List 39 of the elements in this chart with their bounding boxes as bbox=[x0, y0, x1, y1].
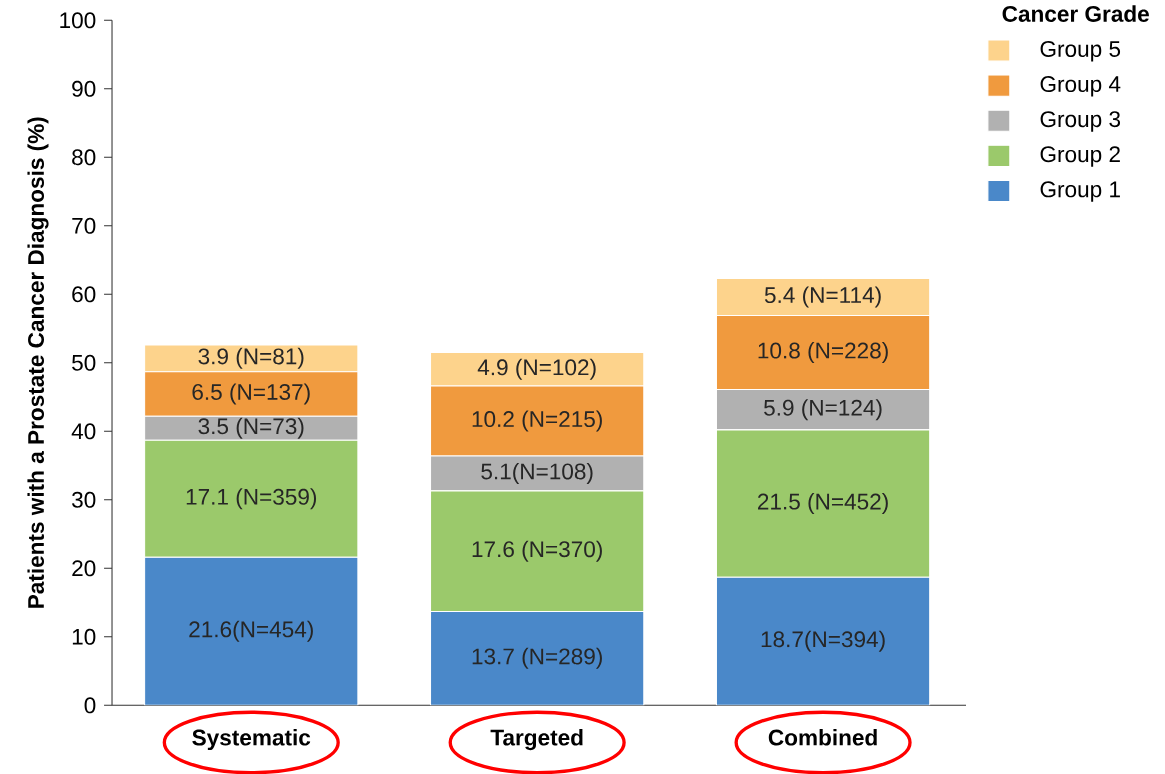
data-label: 3.5 (N=73) bbox=[198, 417, 304, 439]
data-label: 10.8 (N=228) bbox=[758, 341, 888, 363]
x-tick-label: Targeted bbox=[490, 728, 583, 750]
y-tick-label: 60 bbox=[72, 286, 96, 303]
y-tick-label: 30 bbox=[71, 491, 96, 508]
x-tick-label: Combined bbox=[768, 728, 877, 746]
y-tick-label: 100 bbox=[60, 12, 96, 29]
y-tick-label: 80 bbox=[72, 149, 96, 166]
y-tick-label: 40 bbox=[71, 423, 96, 440]
y-tick-label: 70 bbox=[72, 217, 96, 234]
bar bbox=[429, 610, 645, 706]
bar bbox=[715, 576, 931, 706]
x-tick-label: Systematic bbox=[192, 728, 311, 750]
data-label: 13.7 (N=289) bbox=[472, 647, 602, 669]
y-axis-title: Patients with a Prostate Cancer Diagnosis (%) bbox=[27, 117, 49, 608]
legend-label: Group 5 bbox=[1040, 40, 1121, 62]
y-tick-label: 50 bbox=[72, 354, 96, 371]
legend-label: Group 4 bbox=[1040, 75, 1121, 97]
y-tick-label: 90 bbox=[72, 80, 96, 97]
y-tick-label: 0 bbox=[84, 697, 96, 714]
data-label: 5.9 (N=124) bbox=[764, 399, 882, 421]
data-label: 10.2 (N=215) bbox=[472, 410, 602, 432]
legend-title: Cancer Grade bbox=[1002, 5, 1149, 22]
data-label: 3.9 (N=81) bbox=[198, 347, 304, 369]
data-label: 21.6(N=454) bbox=[189, 620, 313, 642]
legend-label: Group 1 bbox=[1040, 181, 1120, 202]
data-label: 5.4 (N=114) bbox=[764, 286, 881, 308]
legend-label: Group 3 bbox=[1040, 111, 1121, 132]
data-label: 6.5 (N=137) bbox=[192, 383, 310, 405]
data-label: 5.1(N=108) bbox=[481, 462, 593, 484]
bar bbox=[144, 556, 359, 706]
legend-label: Group 2 bbox=[1040, 146, 1120, 167]
data-label: 18.7(N=394) bbox=[761, 630, 885, 652]
data-label: 4.9 (N=102) bbox=[477, 358, 596, 380]
data-label: 17.1 (N=359) bbox=[186, 488, 317, 510]
y-tick-label: 20 bbox=[72, 560, 96, 577]
data-label: 17.6 (N=370) bbox=[472, 540, 602, 562]
y-tick-label: 10 bbox=[72, 628, 96, 645]
data-label: 21.5 (N=452) bbox=[758, 492, 888, 514]
